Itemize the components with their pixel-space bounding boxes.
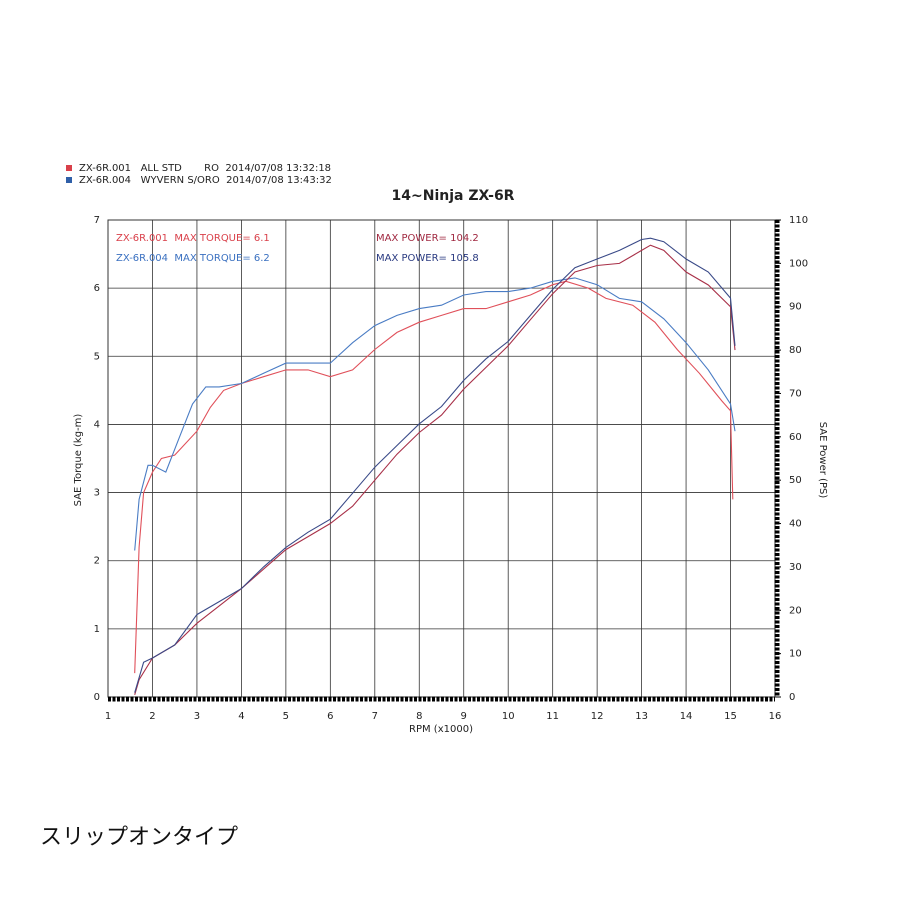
y2-tick-label: 50 (789, 475, 802, 486)
y2-tick-label: 30 (789, 562, 802, 573)
x-tick-label: 3 (194, 711, 200, 722)
y-tick-label: 0 (94, 692, 100, 703)
y-axis-label: SAE Torque (kg-m) (73, 414, 84, 507)
x-tick-label: 15 (724, 711, 737, 722)
y2-tick-label: 40 (789, 519, 802, 530)
annotation: MAX POWER= 104.2 (376, 233, 479, 244)
y-tick-label: 2 (94, 556, 100, 567)
y2-tick-label: 110 (789, 215, 808, 226)
y2-tick-label: 90 (789, 302, 802, 313)
series-line (134, 244, 736, 695)
y2-tick-label: 20 (789, 605, 802, 616)
legend-label: ZX-6R.004 WYVERN S/ORO 2014/07/08 13:43:… (79, 175, 332, 186)
y-tick-label: 4 (94, 419, 100, 430)
annotation: ZX-6R.004 MAX TORQUE= 6.2 (116, 253, 270, 264)
y-tick-label: 1 (94, 624, 100, 635)
x-axis-label: RPM (x1000) (409, 724, 473, 735)
caption: スリップオンタイプ (40, 825, 238, 850)
x-tick-label: 14 (680, 711, 693, 722)
legend-swatch (66, 177, 72, 183)
chart-title: 14~Ninja ZX-6R (392, 188, 515, 204)
y2-tick-label: 100 (789, 258, 808, 269)
x-tick-label: 6 (327, 711, 333, 722)
legend-swatch (66, 165, 72, 171)
series-line (134, 280, 734, 674)
x-tick-label: 13 (635, 711, 648, 722)
x-tick-label: 10 (502, 711, 515, 722)
y-tick-label: 3 (94, 488, 100, 499)
x-tick-label: 7 (372, 711, 378, 722)
x-tick-label: 9 (461, 711, 467, 722)
legend-label: ZX-6R.001 ALL STD RO 2014/07/08 13:32:18 (79, 163, 331, 174)
y2-tick-label: 80 (789, 345, 802, 356)
x-tick-label: 8 (416, 711, 422, 722)
x-tick-label: 1 (105, 711, 111, 722)
y2-tick-label: 70 (789, 388, 802, 399)
y-tick-label: 7 (94, 215, 100, 226)
y2-tick-label: 0 (789, 692, 795, 703)
x-tick-label: 11 (546, 711, 559, 722)
y-tick-label: 5 (94, 351, 100, 362)
x-tick-label: 5 (283, 711, 289, 722)
y2-axis-label: SAE Power (PS) (817, 422, 828, 499)
series-line (134, 277, 736, 551)
y2-tick-label: 10 (789, 649, 802, 660)
y-tick-label: 6 (94, 283, 100, 294)
series-line (134, 237, 736, 693)
x-tick-label: 12 (591, 711, 604, 722)
annotation: MAX POWER= 105.8 (376, 253, 479, 264)
x-tick-label: 2 (149, 711, 155, 722)
y2-tick-label: 60 (789, 432, 802, 443)
x-tick-label: 16 (769, 711, 782, 722)
annotation: ZX-6R.001 MAX TORQUE= 6.1 (116, 233, 270, 244)
x-tick-label: 4 (238, 711, 244, 722)
